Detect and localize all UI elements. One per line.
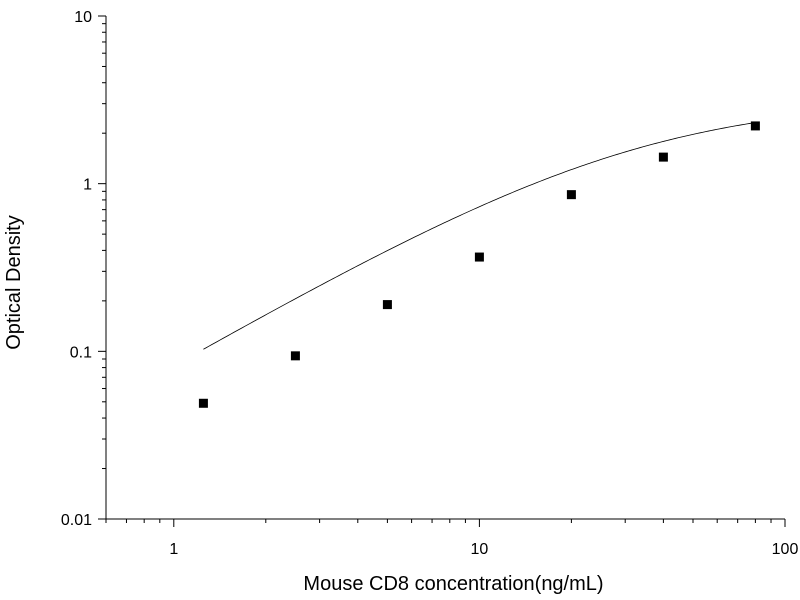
x-ticks: 1 10 100 [105, 519, 799, 558]
y-ticks: 0.01 0.1 1 10 [61, 9, 106, 529]
x-tick-label: 100 [772, 541, 799, 558]
y-axis-title: Optical Density [3, 215, 25, 350]
y-tick-label: 0.01 [61, 512, 92, 529]
axes [105, 16, 785, 520]
x-tick-label: 10 [471, 541, 489, 558]
data-points [198, 121, 760, 408]
y-tick-label: 10 [74, 9, 92, 26]
y-tick-label: 0.1 [70, 344, 92, 361]
data-point [290, 351, 300, 361]
data-point [658, 152, 668, 162]
x-tick-label: 1 [169, 541, 178, 558]
data-point [750, 121, 760, 131]
y-tick-label: 1 [83, 177, 92, 194]
fit-curve [203, 122, 756, 350]
data-point [474, 252, 484, 262]
data-point [382, 300, 392, 310]
data-point [566, 190, 576, 200]
x-axis-title: Mouse CD8 concentration(ng/mL) [303, 573, 603, 595]
data-point [198, 398, 208, 408]
